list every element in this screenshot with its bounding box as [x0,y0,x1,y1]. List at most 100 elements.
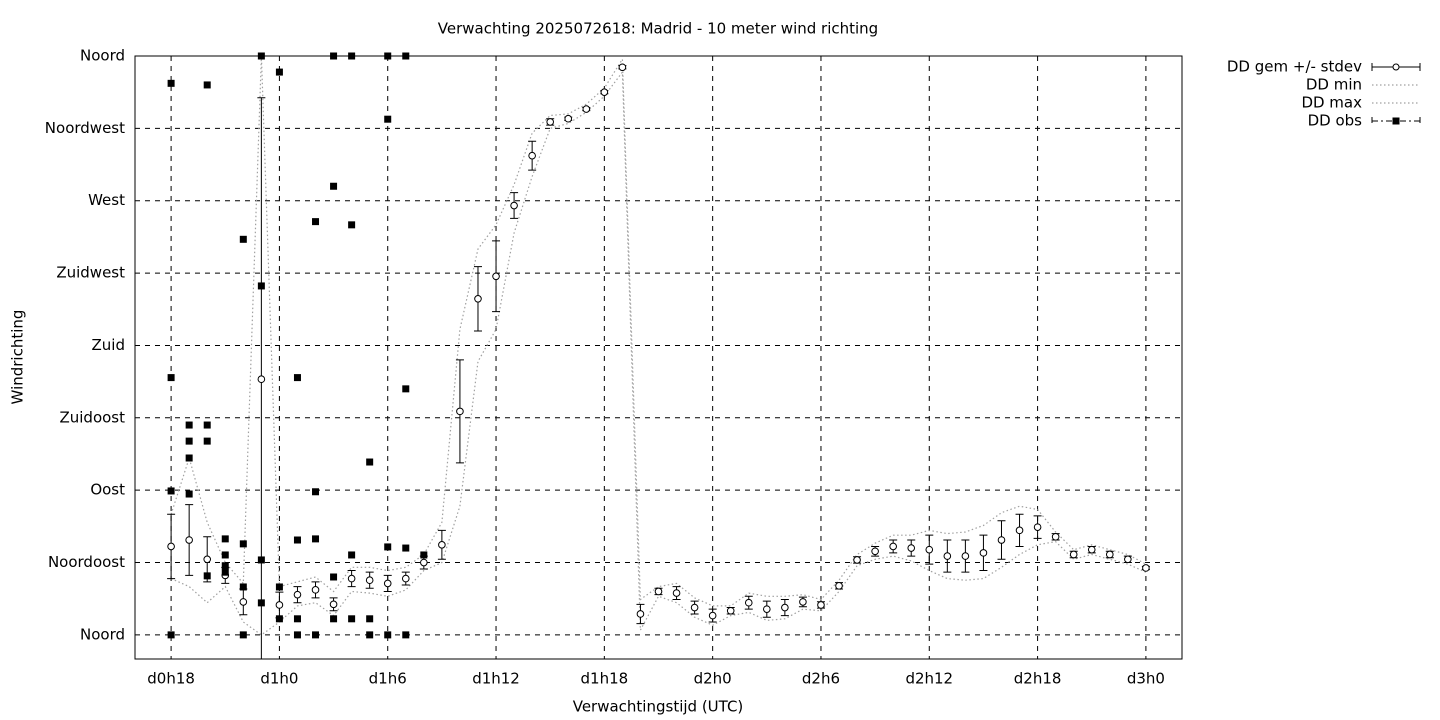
mean-point [799,598,807,606]
x-tick-label: d2h18 [1014,670,1062,688]
obs-point [185,437,193,445]
mean-point [618,63,627,72]
mean-point [347,574,356,583]
x-tick-label: d2h0 [694,670,732,688]
mean-point [744,598,753,607]
plot-frame [134,55,1183,660]
mean-point [1069,550,1078,559]
mean-point [167,542,175,551]
obs-point [384,543,392,551]
y-tick-label: Noord [80,47,125,65]
obs-point [221,568,229,576]
legend-label: DD gem +/- stdev [1227,58,1362,76]
legend-label: DD obs [1308,112,1363,130]
mean-point [528,151,536,160]
mean-point [871,547,879,556]
obs-point [185,454,193,462]
mean-point [456,407,464,416]
obs-point [185,490,193,498]
y-tick-label: Zuid [92,336,125,354]
mean-point [546,118,554,126]
y-tick-label: Noordoost [48,553,125,571]
obs-point [203,421,211,429]
mean-point [708,611,717,620]
mean-point [311,586,320,594]
obs-point [420,551,428,559]
obs-point [257,599,265,607]
obs-point [312,488,320,496]
obs-point [384,631,392,639]
obs-point [221,551,229,559]
obs-point [330,615,338,623]
y-axis-label: Windrichting [9,310,27,405]
obs-point [293,615,301,623]
mean-point [726,606,735,615]
mean-point [438,541,446,549]
mean-point [293,590,302,599]
obs-point [167,79,175,87]
mean-point [239,598,248,606]
mean-point [1033,523,1042,531]
obs-point [275,68,283,76]
obs-point [257,52,265,60]
mean-point [582,105,591,113]
obs-point [239,583,247,591]
mean-point [1105,550,1114,559]
mean-point [383,579,392,588]
x-tick-label: d1h6 [369,670,407,688]
obs-point [239,631,247,639]
obs-point [348,221,356,229]
obs-point [275,615,283,623]
x-tick-label: d1h0 [260,670,298,688]
obs-point [203,437,211,445]
obs-point [366,458,374,466]
x-tick-label: d3h0 [1127,670,1165,688]
mean-point [510,201,518,210]
obs-point [312,535,320,543]
mean-point [564,114,573,123]
obs-point [239,540,247,548]
legend-swatch [1392,117,1400,125]
mean-point [853,556,861,564]
mean-point [781,603,789,612]
mean-point [835,582,843,590]
mean-point [925,545,934,554]
obs-point [348,615,356,623]
legend-label: DD min [1306,76,1362,94]
obs-point [293,374,301,382]
range-line [170,70,1147,636]
obs-point [293,536,301,544]
x-tick-label: d2h6 [802,670,840,688]
obs-point [330,573,338,581]
mean-point [401,574,410,583]
obs-point [221,562,229,570]
y-tick-label: Zuidoost [59,408,125,426]
mean-point [185,536,193,544]
mean-point [654,587,663,596]
mean-point [275,601,284,609]
obs-point [221,535,229,543]
mean-point [600,88,609,96]
obs-point [384,52,392,60]
x-tick-label: d1h18 [581,670,629,688]
range-line [170,55,1147,607]
obs-point [257,282,265,290]
obs-point [203,572,211,580]
obs-point [402,385,410,393]
mean-point [997,536,1006,544]
mean-point [1015,526,1024,535]
mean-point [1087,545,1096,554]
mean-point [672,589,681,597]
obs-point [330,52,338,60]
mean-point [979,549,988,557]
obs-point [384,115,392,123]
y-tick-label: Oost [90,481,125,499]
x-tick-label: d1h12 [472,670,520,688]
mean-point [257,375,266,384]
mean-point [690,603,699,612]
chart-title: Verwachting 2025072618: Madrid - 10 mete… [438,20,878,38]
mean-point [329,600,338,609]
obs-point [167,487,175,495]
y-tick-label: Noordwest [45,119,125,137]
